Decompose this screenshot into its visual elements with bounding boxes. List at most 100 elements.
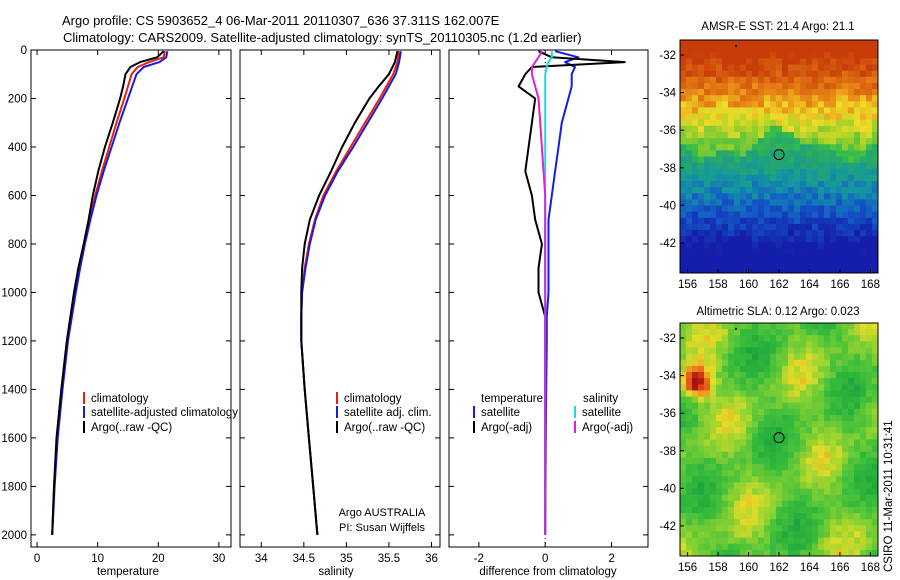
sla_map-cell [686, 482, 693, 490]
sst_map-cell [680, 230, 687, 237]
sla_map-cell [842, 341, 849, 349]
sla_map-cell [830, 365, 837, 373]
sst_map-cell [854, 125, 861, 133]
sst_map-cell [800, 230, 807, 237]
sla_map-cell [806, 335, 813, 342]
sla_map-xtick-label: 164 [800, 562, 820, 574]
sla_map-cell [764, 329, 771, 336]
sst_map-cell [824, 64, 831, 72]
sst_map-cell [848, 254, 855, 262]
sst_map-cell [800, 89, 807, 96]
sst_map-cell [692, 150, 699, 158]
sla_map-cell [728, 414, 735, 422]
sla_map-cell [794, 445, 801, 453]
sst_map-cell [758, 193, 765, 201]
sst_map-cell [782, 242, 789, 250]
sla_map-cell [818, 378, 825, 385]
sst_map-cell [872, 52, 878, 59]
sst_map-cell [872, 150, 878, 158]
sla_map-cell [734, 372, 741, 379]
sst_map-cell [758, 187, 765, 194]
sst_map-cell [752, 187, 759, 194]
sst_map-cell [740, 125, 747, 133]
sla_map-cell [764, 414, 771, 422]
sla_map-cell [860, 353, 867, 361]
sla_map-cell [776, 543, 783, 551]
sst_map-cell [806, 242, 813, 250]
sst_map-cell [848, 113, 855, 121]
legend-header-salinity: salinity [583, 393, 618, 405]
sla_map-cell [710, 537, 717, 545]
sst_map-cell [872, 211, 878, 219]
sst_map-cell [758, 101, 765, 109]
sst_map-cell [728, 236, 735, 243]
sla_map-cell [704, 390, 711, 398]
sla_map-cell [692, 506, 699, 514]
sst_map-cell [872, 223, 878, 231]
sst_map-cell [848, 119, 855, 127]
sla_map-cell [692, 494, 699, 502]
sst_map-cell [710, 205, 717, 213]
sst_map-cell [842, 223, 849, 231]
sla_map-cell [776, 365, 783, 373]
sst_map-cell [680, 52, 687, 59]
sla_map-cell [698, 335, 705, 342]
sst_map-cell [848, 89, 855, 96]
sst_map-cell [710, 46, 717, 53]
sst_map-cell [794, 248, 801, 256]
sst_map-cell [860, 174, 867, 182]
sla_map-cell [764, 531, 771, 539]
sst_map-cell [800, 46, 807, 53]
sla_map-cell [812, 543, 819, 551]
sla_map-cell [842, 384, 849, 392]
sst_map-cell [686, 223, 693, 231]
sla_map-ytick-label: -36 [659, 408, 676, 420]
sla_map-cell [794, 396, 801, 404]
sla_map-cell [800, 365, 807, 373]
sst_map-cell [716, 125, 723, 133]
sla_map-cell [872, 433, 878, 441]
sst_map-cell [872, 248, 878, 256]
sla_map-ytick-label: -38 [659, 446, 676, 458]
sst_map-cell [722, 211, 729, 219]
sst_map-cell [716, 266, 723, 273]
sst_map-cell [860, 113, 867, 121]
sst_map-cell [812, 242, 819, 250]
sst_map-cell [698, 199, 705, 207]
sla_map-cell [836, 494, 843, 502]
sla_map-cell [872, 519, 878, 526]
sla_map-cell [716, 347, 723, 355]
sst_map-cell [770, 144, 777, 151]
sla_map-cell [860, 390, 867, 398]
sst_map-cell [734, 107, 741, 115]
sst_map-cell [824, 95, 831, 102]
sst_map-cell [860, 144, 867, 151]
sla_map-cell [806, 482, 813, 490]
sst_map-cell [794, 162, 801, 170]
sla_map-cell [794, 427, 801, 434]
sst_map-cell [698, 211, 705, 219]
sst_map-cell [740, 230, 747, 237]
sla_map-cell [752, 488, 759, 496]
sla_map-cell [686, 513, 693, 520]
sla_map-cell [728, 427, 735, 434]
sla_map-cell [848, 390, 855, 398]
sst_map-cell [872, 199, 878, 207]
sst_map-cell [746, 248, 753, 256]
sla_map-cell [812, 531, 819, 539]
sla_map-cell [692, 329, 699, 336]
sla_map-cell [776, 470, 783, 477]
sla_map-cell [794, 537, 801, 545]
legend-label-argo: Argo(..raw -QC) [344, 422, 425, 434]
sst_map-cell [776, 58, 783, 66]
sla_map-cell [716, 457, 723, 465]
sla_map-cell [824, 506, 831, 514]
sla_map-cell [806, 476, 813, 484]
sla_map-cell [734, 531, 741, 539]
sla_map-cell [860, 402, 867, 410]
sla_map-cell [740, 372, 747, 379]
sla_map-cell [812, 457, 819, 465]
sst_map-cell [794, 230, 801, 237]
sst_map-cell [740, 254, 747, 262]
sst_map-cell [866, 119, 873, 127]
